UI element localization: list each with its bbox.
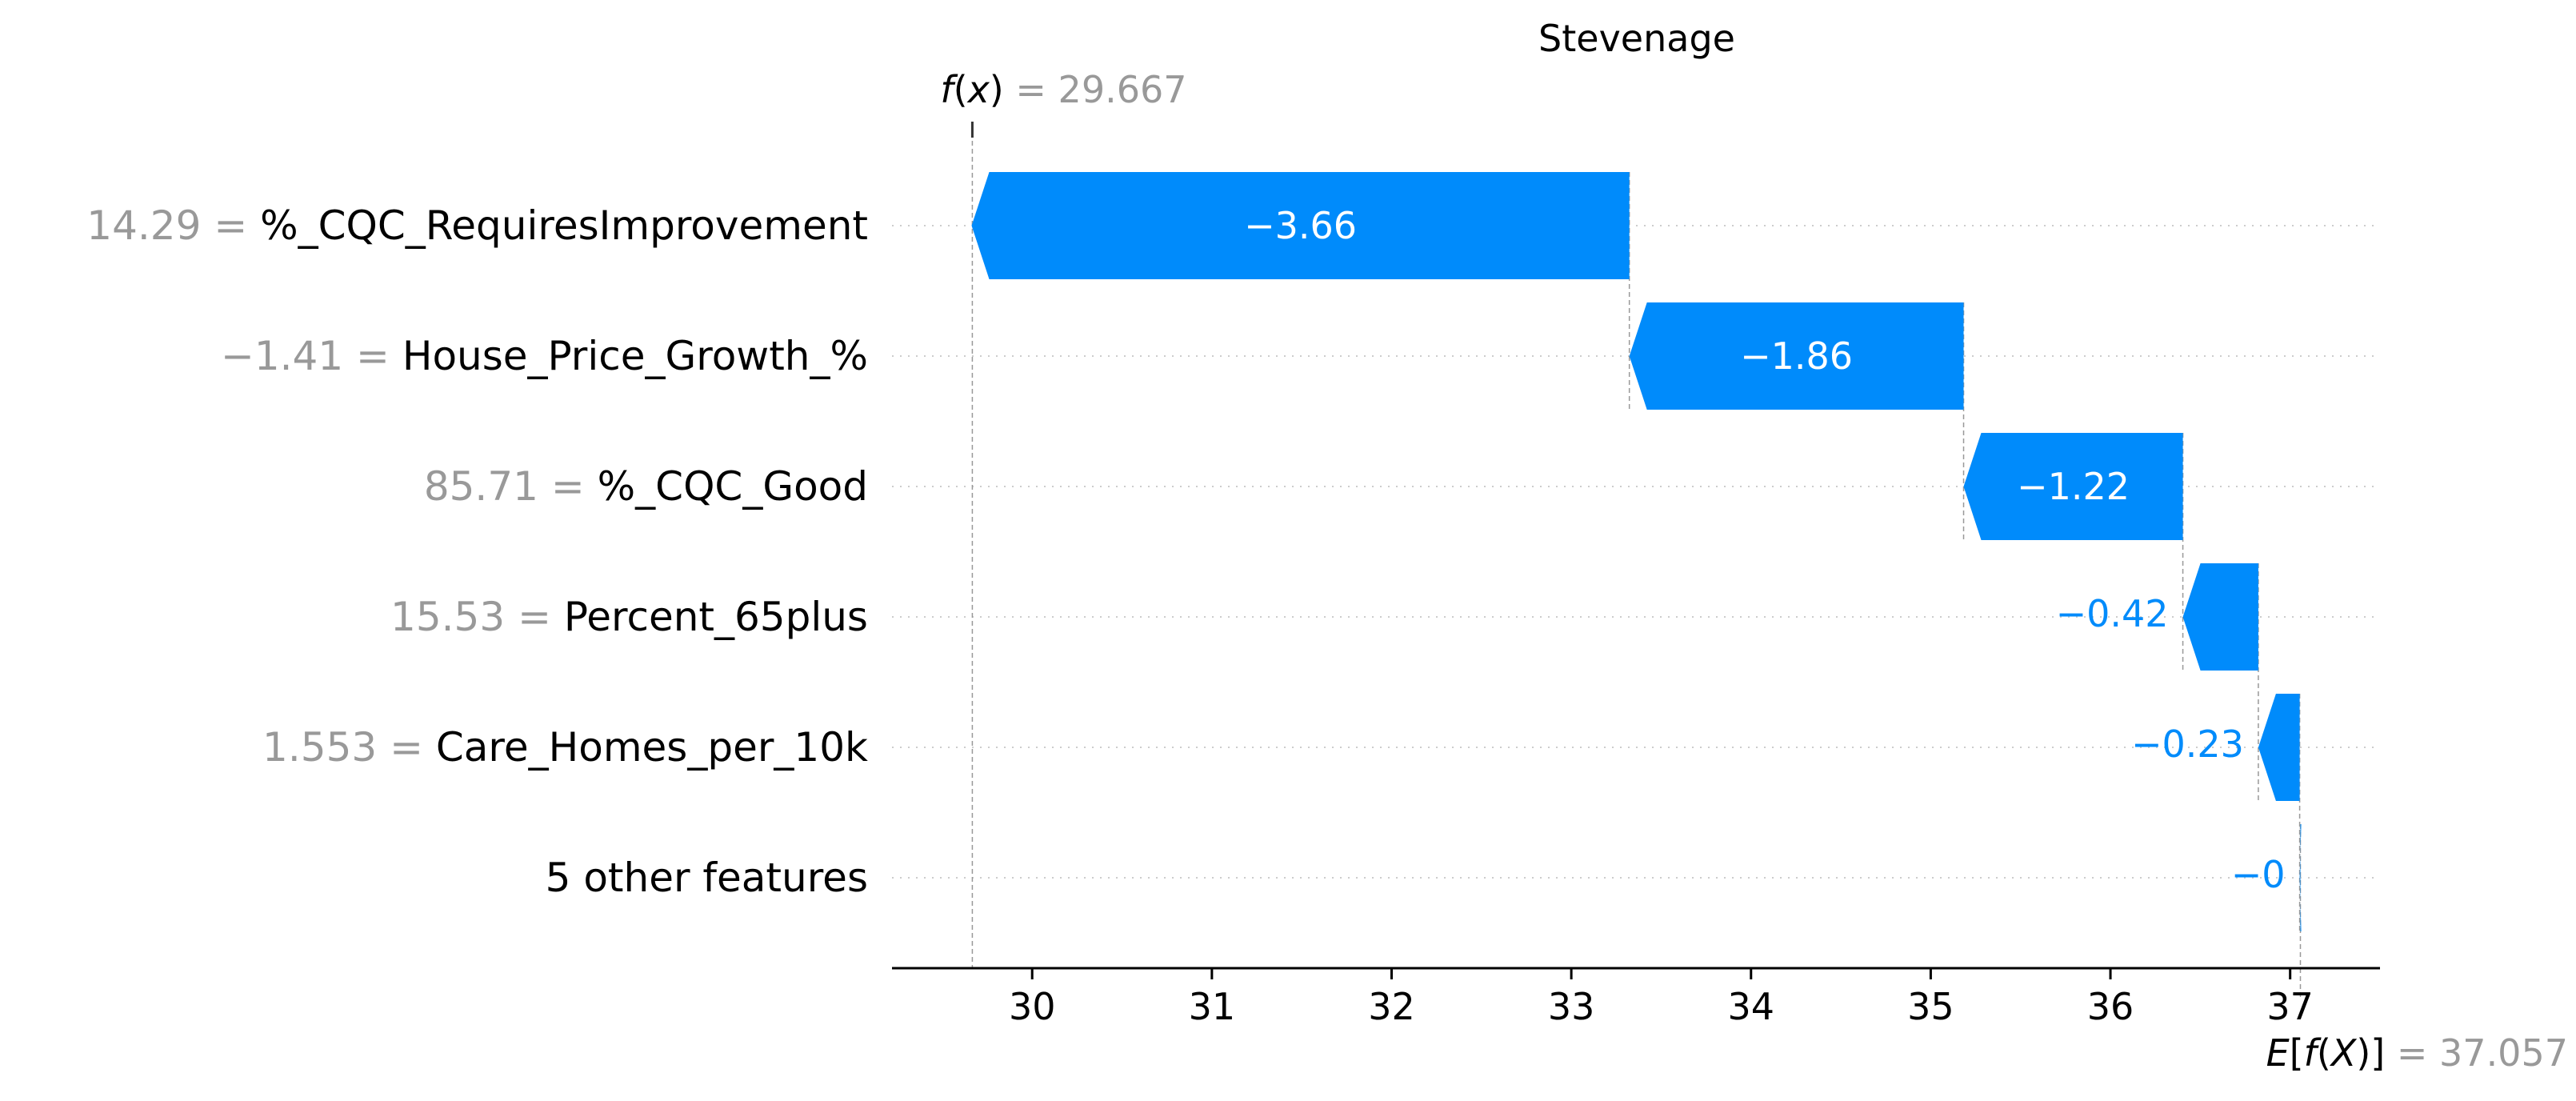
feature-value: −1.41 = bbox=[221, 333, 402, 379]
feature-label: 15.53 = Percent_65plus bbox=[390, 594, 868, 640]
x-tick-label: 31 bbox=[1189, 985, 1236, 1028]
x-tick-label: 37 bbox=[2266, 985, 2314, 1028]
bar-value-label: −1.22 bbox=[2017, 465, 2130, 508]
x-tick-label: 36 bbox=[2087, 985, 2134, 1028]
feature-value: 15.53 = bbox=[390, 594, 564, 640]
feature-value: 14.29 = bbox=[86, 202, 260, 249]
grid-lines bbox=[892, 225, 2380, 879]
fx-value: = bbox=[1004, 68, 1058, 111]
bar-value-label: −1.86 bbox=[1740, 334, 1853, 378]
feature-name: Percent_65plus bbox=[564, 594, 868, 640]
bars: −3.66 −1.86 −1.22 −0.42 −0.23 −0 bbox=[971, 172, 2302, 931]
svg-text:E[f(X)] = 37.057: E[f(X)] = 37.057 bbox=[2266, 1031, 2568, 1075]
waterfall-bar bbox=[971, 172, 1630, 279]
fx-value-number: 29.667 bbox=[1058, 68, 1187, 111]
x-tick-label: 34 bbox=[1727, 985, 1774, 1028]
expected-label: E bbox=[2266, 1031, 2290, 1075]
x-tick-label: 35 bbox=[1907, 985, 1954, 1028]
feature-name: %_CQC_RequiresImprovement bbox=[260, 202, 868, 249]
x-tick-label: 30 bbox=[1009, 985, 1056, 1028]
feature-label: 14.29 = %_CQC_RequiresImprovement bbox=[86, 202, 868, 249]
bar-value-label: −0.42 bbox=[2056, 592, 2169, 635]
x-tick-label: 32 bbox=[1368, 985, 1415, 1028]
feature-name: Care_Homes_per_10k bbox=[436, 724, 868, 771]
feature-label: 5 other features bbox=[546, 855, 868, 901]
chart-title: Stevenage bbox=[1538, 17, 1735, 60]
expected-value-number: 37.057 bbox=[2439, 1031, 2568, 1075]
feature-label: 1.553 = Care_Homes_per_10k bbox=[262, 724, 868, 771]
bar-value-label: −0 bbox=[2231, 853, 2286, 896]
fx-label-paren: ( bbox=[954, 68, 968, 111]
x-axis: 30 31 32 33 34 35 36 37 bbox=[892, 967, 2380, 1028]
fx-annotation: f(x) = 29.667 bbox=[940, 68, 1186, 111]
feature-labels: 14.29 = %_CQC_RequiresImprovement −1.41 =… bbox=[86, 202, 868, 901]
feature-name: 5 other features bbox=[546, 855, 868, 901]
waterfall-bar bbox=[1629, 302, 1964, 410]
svg-text:f(x) = 29.667: f(x) = 29.667 bbox=[940, 68, 1186, 111]
x-tick-label: 33 bbox=[1548, 985, 1595, 1028]
feature-value: 85.71 = bbox=[424, 463, 598, 510]
feature-name: %_CQC_Good bbox=[598, 463, 868, 510]
bar-value-label: −3.66 bbox=[1244, 204, 1357, 247]
feature-value: 1.553 = bbox=[262, 724, 436, 771]
waterfall-bar bbox=[2299, 824, 2302, 931]
waterfall-bar bbox=[2258, 694, 2300, 801]
waterfall-bar bbox=[1963, 433, 2183, 540]
waterfall-bar bbox=[2182, 563, 2258, 671]
expected-annotation: E[f(X)] = 37.057 bbox=[2266, 1031, 2568, 1075]
feature-label: −1.41 = House_Price_Growth_% bbox=[221, 333, 868, 379]
feature-label: 85.71 = %_CQC_Good bbox=[424, 463, 868, 510]
feature-name: House_Price_Growth_% bbox=[402, 333, 868, 379]
bar-value-label: −0.23 bbox=[2131, 723, 2244, 766]
